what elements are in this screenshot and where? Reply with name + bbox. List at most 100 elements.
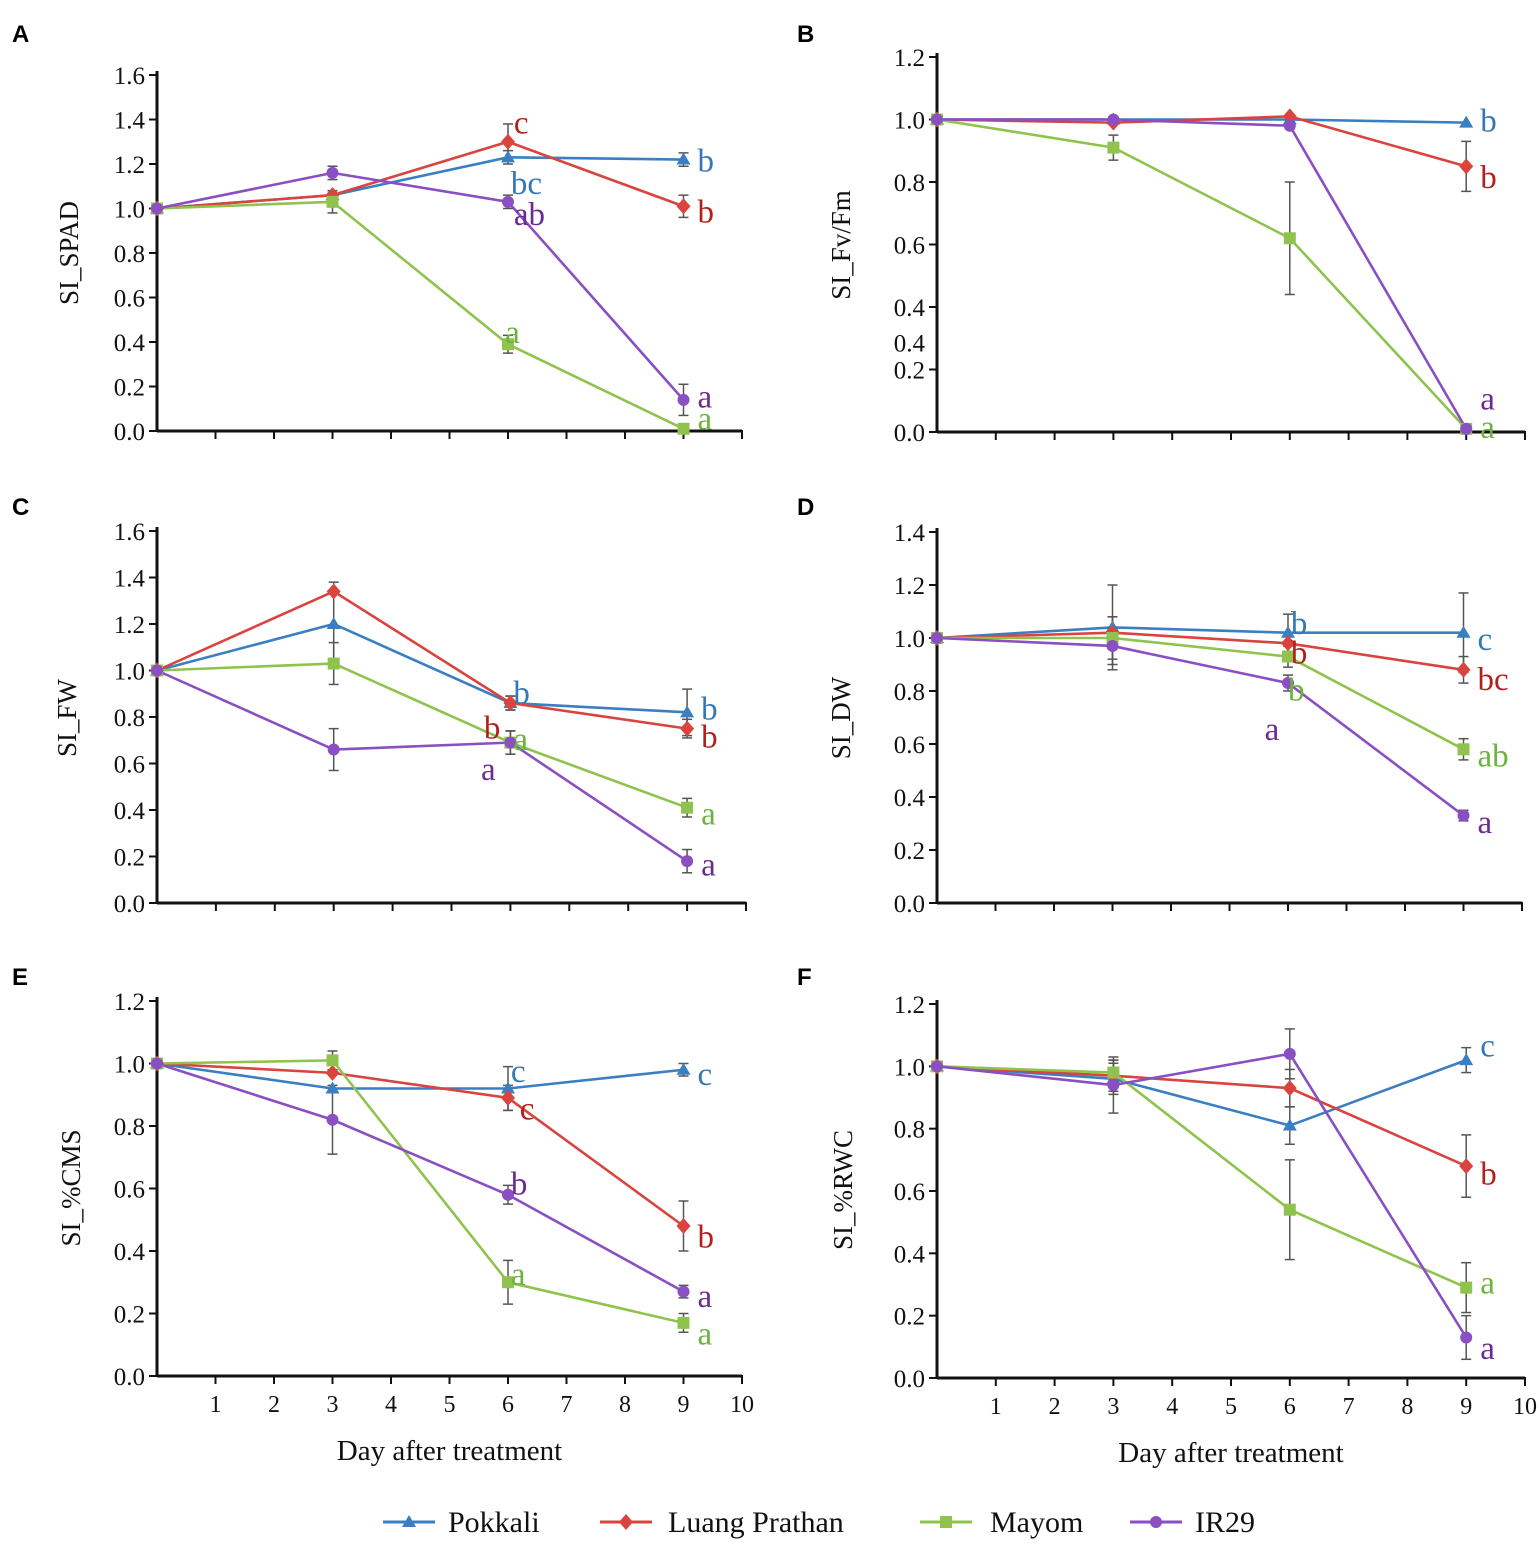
x-tick-label: 4 (1166, 1394, 1178, 1420)
sig-label-mayom: ab (1478, 739, 1509, 775)
series-line-luang-prathan (156, 1062, 685, 1228)
y-tick-label: 1.4 (894, 520, 926, 547)
y-tick-label: 0.8 (114, 705, 145, 732)
sig-annotation: a (1265, 712, 1280, 748)
sig-annotation: b (1291, 606, 1308, 642)
point-mayom (1460, 1281, 1473, 1294)
point-mayom (326, 195, 339, 208)
sig-annotation: b (1291, 635, 1308, 671)
series-line-mayom (156, 1059, 684, 1325)
series-lines (936, 626, 1465, 817)
legend-label: IR29 (1195, 1506, 1255, 1539)
series-markers (150, 1054, 691, 1329)
y-tick-label: 0.4 (894, 295, 926, 322)
series-markers (930, 620, 1471, 822)
y-tick-label: 1.0 (894, 108, 925, 135)
series-line-luang-prathan (936, 1065, 1467, 1168)
x-tick-label: 2 (1049, 1394, 1061, 1420)
y-tick-label: 1.2 (114, 152, 145, 179)
y-tick-label: 0.0 (894, 891, 925, 918)
sig-label-mayom: a (701, 796, 716, 832)
y-tick-label: 1.2 (114, 612, 145, 639)
point-luang-prathan (501, 1089, 515, 1106)
x-tick-label: 9 (678, 1392, 690, 1418)
point-mayom (1283, 1203, 1296, 1216)
y-tick-label: 0.6 (114, 286, 145, 313)
y-tick-label: 1.4 (114, 108, 146, 135)
point-ir29 (151, 1057, 163, 1070)
point-luang-prathan (1282, 1080, 1297, 1097)
sig-label-luang-prathan: bc (1478, 662, 1509, 698)
series-line-pokkali (156, 622, 688, 714)
point-ir29 (1282, 677, 1294, 690)
y-tick-label: 1.6 (114, 63, 145, 90)
sig-label-mayom: a (698, 402, 713, 438)
sig-label-ir29: a (1480, 382, 1495, 418)
y-axis-label: SI_Fv/Fm (826, 190, 856, 300)
y-tick-label: 0.0 (114, 1364, 145, 1391)
series-markers (150, 133, 691, 435)
y-tick-label: 0.6 (894, 233, 925, 260)
point-ir29 (1460, 1331, 1473, 1344)
y-tick-label: 0.0 (114, 891, 145, 918)
y-axis-label: SI_DW (826, 676, 856, 759)
sig-annotation: a (505, 315, 520, 351)
point-ir29 (681, 855, 694, 868)
point-luang-prathan (676, 1218, 691, 1234)
sig-label-ir29: a (1480, 1331, 1495, 1367)
point-ir29 (677, 393, 690, 406)
point-mayom (1107, 1066, 1120, 1079)
legend-marker (402, 1515, 416, 1527)
sig-label-pokkali: c (1480, 1029, 1495, 1065)
panel-letter: A (12, 21, 29, 48)
y-tick-label: 1.4 (114, 566, 146, 593)
legend-label: Pokkali (448, 1506, 540, 1539)
sig-label-ir29: a (698, 379, 713, 415)
point-ir29 (326, 166, 339, 179)
point-mayom (502, 338, 514, 351)
legend-item-pokkali: Pokkali (383, 1506, 540, 1539)
point-mayom (1283, 232, 1296, 245)
point-mayom (681, 801, 694, 814)
point-luang-prathan (1282, 108, 1297, 125)
sig-label-luang-prathan: b (1480, 160, 1497, 196)
panel-letter: D (797, 494, 814, 521)
point-luang-prathan (326, 583, 341, 600)
y-axis-label: SI_%RWC (828, 1130, 858, 1250)
legend: Pokkali Luang Prathan Mayom IR29 (383, 1506, 1255, 1539)
series-markers (150, 583, 695, 868)
sig-label-pokkali: c (698, 1057, 713, 1093)
point-ir29 (1460, 422, 1473, 435)
x-tick-label: 7 (561, 1392, 573, 1418)
sig-annotation: b (1288, 672, 1305, 708)
x-tick-label: 8 (619, 1392, 631, 1418)
x-tick-label: 2 (268, 1392, 280, 1418)
point-pokkali (501, 150, 515, 163)
x-tick-label: 5 (444, 1392, 456, 1418)
sig-annotation: b (511, 1166, 528, 1202)
sig-label-ir29: a (1478, 805, 1493, 841)
sig-label-mayom: a (1480, 410, 1495, 446)
panel-letter: C (12, 494, 29, 521)
series-line-mayom (937, 636, 1465, 751)
sig-label-mayom: a (698, 1316, 713, 1352)
point-luang-prathan (1456, 661, 1471, 678)
point-mayom (502, 1276, 514, 1289)
point-pokkali (325, 1081, 340, 1094)
y-tick-label: 1.2 (114, 989, 145, 1016)
y-tick-label: 0.6 (114, 1177, 145, 1204)
series-line-mayom (936, 1065, 1467, 1289)
y-tick-label: 0.2 (894, 1304, 925, 1331)
series-line-mayom (156, 200, 685, 430)
point-ir29 (1106, 639, 1119, 652)
series-line-mayom (936, 118, 1468, 430)
series-line-ir29 (156, 1062, 685, 1293)
point-pokkali (676, 152, 691, 165)
legend-item-mayom: Mayom (920, 1506, 1083, 1539)
y-tick-label: 0.6 (894, 1179, 925, 1206)
point-pokkali (680, 705, 695, 718)
y-axis-label: SI_SPAD (54, 201, 84, 305)
error-bars (327, 123, 689, 417)
point-luang-prathan (501, 133, 515, 150)
y-tick-label: 1.0 (114, 197, 145, 224)
